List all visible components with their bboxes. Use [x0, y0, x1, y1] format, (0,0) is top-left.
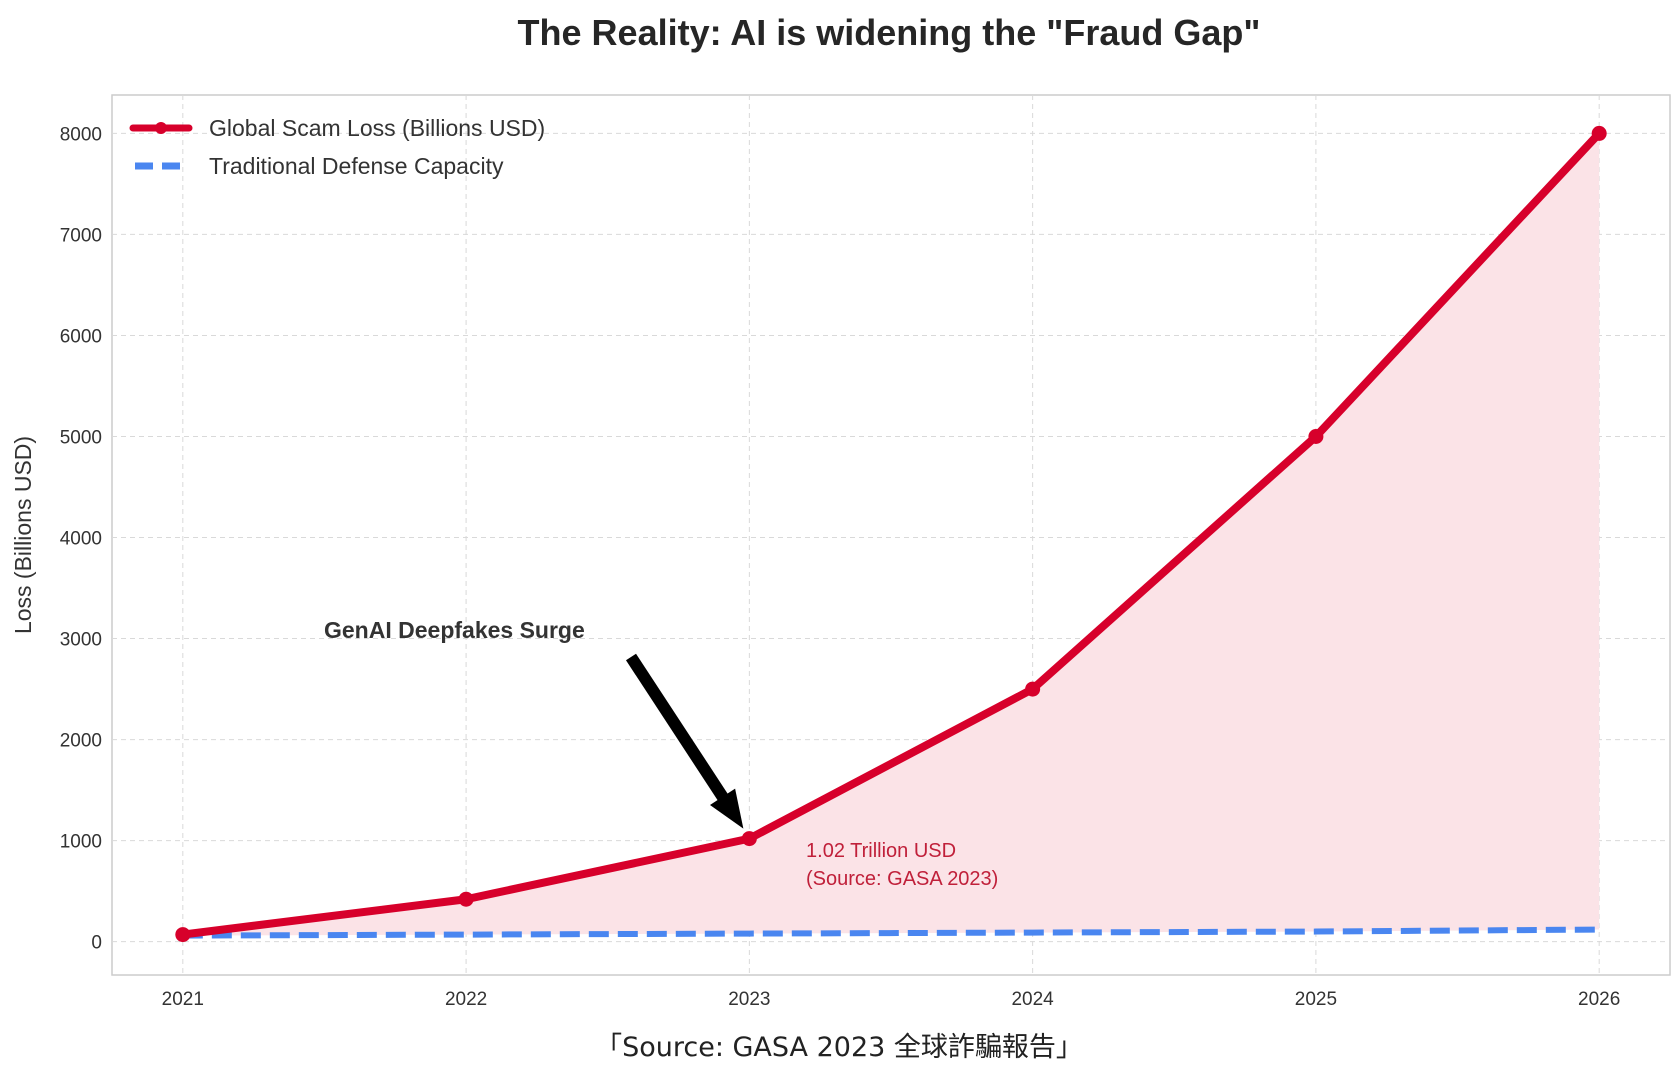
source-caption: 「Source: GASA 2023 全球詐騙報告」: [595, 1032, 1083, 1063]
annotation-genai-text: GenAI Deepfakes Surge: [324, 617, 585, 643]
x-tick-label-2: 2023: [728, 989, 770, 1010]
y-tick-label-3: 3000: [60, 630, 102, 651]
x-tick-label-3: 2024: [1011, 989, 1054, 1010]
annotation-trillion-line-2: (Source: GASA 2023): [806, 868, 998, 890]
y-axis: 0 1000 2000 3000 4000 5000 6000 7000 8000: [60, 124, 102, 953]
series-line-scam-loss: [178, 129, 1604, 939]
x-tick-label-0: 2021: [162, 989, 204, 1010]
legend: Global Scam Loss (Billions USD) Traditio…: [129, 115, 545, 179]
y-axis-label: Loss (Billions USD): [10, 436, 36, 634]
area-fill: [182, 133, 1600, 936]
y-tick-label-2: 2000: [60, 731, 102, 752]
y-tick-label-4: 4000: [60, 529, 102, 550]
series-line-defense: [182, 926, 1600, 939]
annotation-genai: GenAI Deepfakes Surge: [324, 617, 744, 829]
y-tick-label-8: 8000: [60, 124, 102, 145]
scam-loss-point-3: [1025, 681, 1041, 697]
x-axis: 2021 2022 2023 2024 2025 2026: [162, 989, 1621, 1010]
y-tick-label-1: 1000: [60, 832, 102, 853]
scam-loss-point-0: [175, 927, 191, 943]
annotation-arrow-shaft: [625, 653, 729, 802]
legend-label-scam-loss: Global Scam Loss (Billions USD): [209, 115, 545, 141]
x-tick-label-1: 2022: [445, 989, 487, 1010]
x-tick-label-4: 2025: [1295, 989, 1337, 1010]
annotation-arrow-head: [709, 788, 744, 829]
series-lines: [175, 125, 1607, 943]
scam-loss-point-2: [741, 831, 757, 847]
fraud-gap-area: [182, 133, 1600, 936]
scam-loss-point-4: [1308, 428, 1324, 444]
legend-marker-scam-loss: [155, 122, 167, 134]
x-tick-label-5: 2026: [1578, 989, 1620, 1010]
chart-title: The Reality: AI is widening the "Fraud G…: [518, 12, 1261, 53]
y-tick-label-7: 7000: [60, 225, 102, 246]
scam-loss-point-5: [1591, 125, 1607, 141]
annotation-trillion-line-1: 1.02 Trillion USD: [806, 840, 956, 862]
y-tick-label-6: 6000: [60, 326, 102, 347]
legend-label-defense: Traditional Defense Capacity: [209, 153, 504, 179]
y-tick-label-0: 0: [91, 933, 102, 954]
y-tick-label-5: 5000: [60, 427, 102, 448]
annotation-trillion: 1.02 Trillion USD (Source: GASA 2023): [806, 840, 998, 890]
scam-loss-point-1: [458, 891, 474, 907]
